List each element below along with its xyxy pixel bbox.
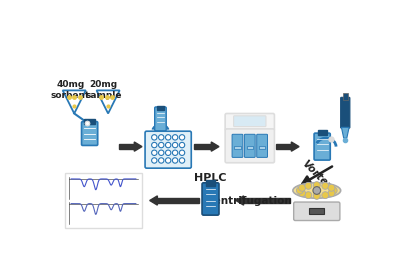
Circle shape	[313, 192, 320, 199]
Circle shape	[296, 187, 303, 194]
Circle shape	[158, 158, 164, 163]
FancyBboxPatch shape	[257, 134, 267, 157]
FancyBboxPatch shape	[155, 107, 166, 131]
Circle shape	[179, 150, 185, 156]
Bar	[318, 130, 327, 135]
FancyBboxPatch shape	[314, 133, 330, 160]
Bar	[276, 144, 292, 149]
FancyBboxPatch shape	[145, 131, 191, 168]
Bar	[206, 180, 215, 186]
FancyBboxPatch shape	[81, 122, 98, 146]
Circle shape	[299, 190, 306, 197]
Polygon shape	[236, 196, 244, 205]
FancyBboxPatch shape	[225, 113, 274, 131]
FancyBboxPatch shape	[234, 116, 266, 126]
Circle shape	[152, 158, 157, 163]
Circle shape	[313, 187, 321, 194]
Circle shape	[158, 135, 164, 140]
FancyBboxPatch shape	[225, 129, 274, 163]
Circle shape	[158, 150, 164, 156]
Circle shape	[172, 158, 178, 163]
FancyBboxPatch shape	[232, 134, 243, 157]
FancyBboxPatch shape	[340, 97, 350, 128]
Bar	[259, 146, 265, 149]
Circle shape	[152, 142, 157, 148]
Circle shape	[179, 158, 185, 163]
Bar	[157, 198, 199, 203]
Bar	[247, 146, 253, 149]
Circle shape	[328, 190, 335, 197]
Circle shape	[172, 142, 178, 148]
Circle shape	[158, 142, 164, 148]
FancyBboxPatch shape	[294, 202, 340, 221]
Bar	[309, 208, 324, 214]
Circle shape	[172, 150, 178, 156]
Bar	[194, 144, 211, 149]
Circle shape	[305, 182, 312, 189]
Circle shape	[152, 150, 157, 156]
Circle shape	[330, 187, 337, 194]
Circle shape	[166, 158, 171, 163]
Bar	[244, 198, 290, 203]
Circle shape	[152, 135, 157, 140]
Polygon shape	[341, 127, 349, 138]
Bar	[343, 94, 348, 100]
Bar	[157, 106, 164, 110]
Circle shape	[305, 192, 312, 199]
Circle shape	[313, 182, 320, 188]
Circle shape	[299, 184, 306, 191]
Text: HPLC: HPLC	[194, 173, 227, 183]
Circle shape	[166, 135, 171, 140]
Circle shape	[172, 135, 178, 140]
Polygon shape	[134, 142, 142, 151]
Circle shape	[166, 150, 171, 156]
Text: 40mg
sorbent: 40mg sorbent	[51, 81, 90, 100]
Circle shape	[328, 184, 335, 191]
Bar	[65, 173, 142, 228]
Polygon shape	[211, 142, 219, 151]
Text: Vortex: Vortex	[300, 158, 334, 192]
Bar	[84, 119, 95, 123]
FancyBboxPatch shape	[244, 134, 255, 157]
Circle shape	[179, 142, 185, 148]
Text: 20mg
sample: 20mg sample	[85, 81, 122, 100]
Circle shape	[322, 182, 329, 189]
Bar	[235, 146, 241, 149]
Polygon shape	[150, 196, 157, 205]
Text: Centrifugation: Centrifugation	[207, 196, 293, 206]
Circle shape	[179, 135, 185, 140]
FancyBboxPatch shape	[202, 183, 219, 215]
Bar	[119, 144, 134, 149]
Polygon shape	[292, 142, 299, 151]
Circle shape	[166, 142, 171, 148]
Circle shape	[322, 192, 329, 199]
Ellipse shape	[293, 183, 340, 198]
